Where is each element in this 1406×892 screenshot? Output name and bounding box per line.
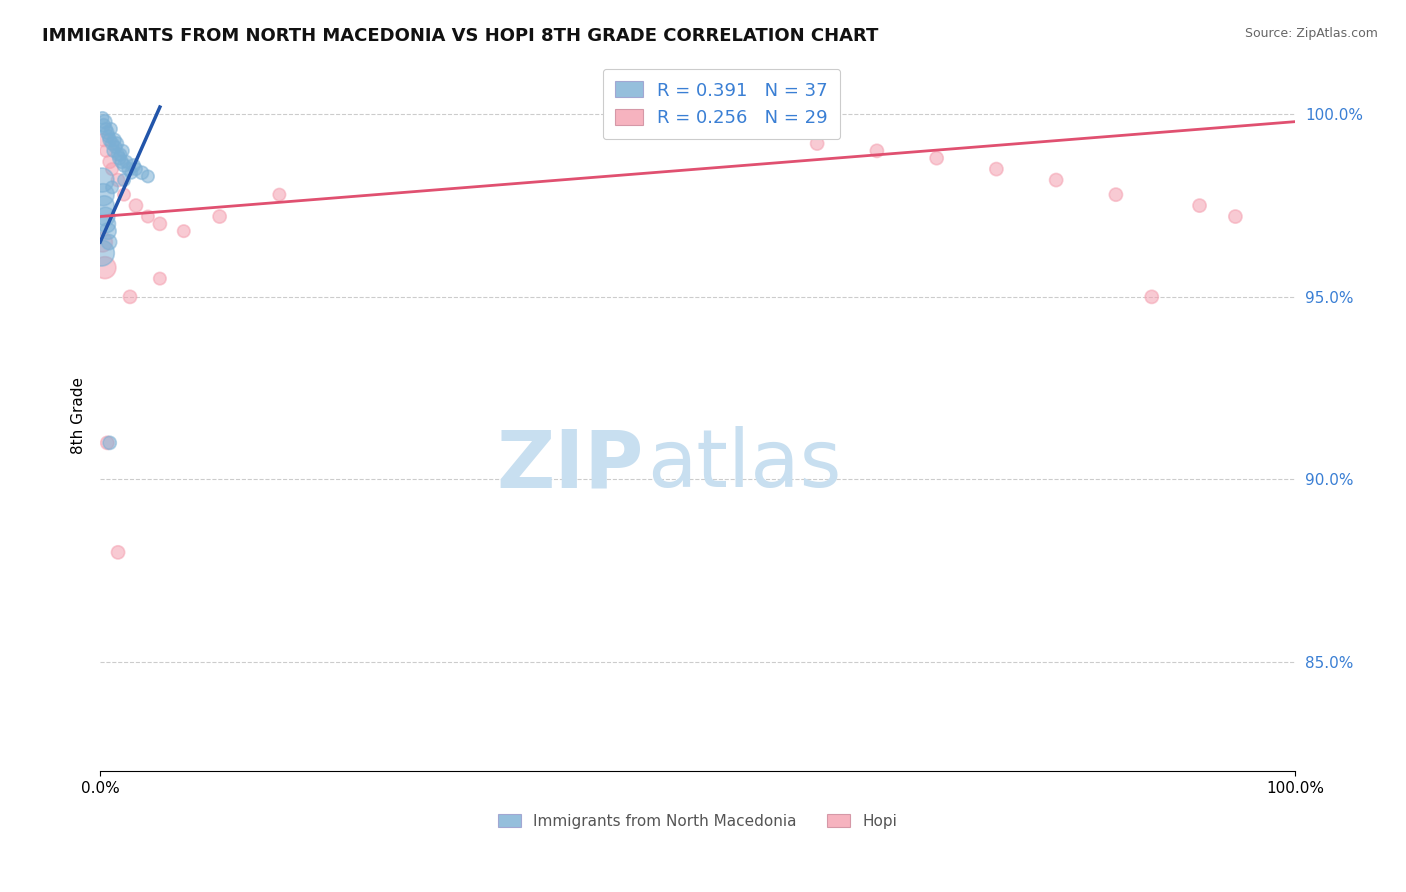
Point [101,180,124,194]
Point [90,246,112,260]
Point [136,169,159,184]
Point [125,198,148,212]
Point [1105,187,1128,202]
Point [101,136,124,151]
Point [94,122,117,136]
Point [149,271,172,285]
Point [107,545,129,559]
Point [98,435,121,450]
Y-axis label: 8th Grade: 8th Grade [72,377,86,454]
Point [104,140,127,154]
Point [131,166,153,180]
Point [866,144,889,158]
Text: IMMIGRANTS FROM NORTH MACEDONIA VS HOPI 8TH GRADE CORRELATION CHART: IMMIGRANTS FROM NORTH MACEDONIA VS HOPI … [42,27,879,45]
Point [1225,210,1247,224]
Point [98,154,121,169]
Point [98,235,121,249]
Point [97,224,120,238]
Point [94,210,117,224]
Point [747,126,769,140]
Point [107,173,129,187]
Point [93,118,115,132]
Point [925,151,948,165]
Point [122,158,145,172]
Point [91,235,114,249]
Point [112,158,135,172]
Point [115,154,138,169]
Text: atlas: atlas [647,426,842,504]
Point [101,162,124,177]
Point [91,187,114,202]
Point [100,122,122,136]
Point [1140,290,1163,304]
Point [686,114,709,128]
Point [806,136,828,151]
Point [269,187,291,202]
Text: ZIP: ZIP [496,426,644,504]
Text: Source: ZipAtlas.com: Source: ZipAtlas.com [1244,27,1378,40]
Point [93,133,115,147]
Point [208,210,231,224]
Point [111,154,134,169]
Point [103,144,125,158]
Point [98,133,121,147]
Point [103,133,125,147]
Point [118,162,141,177]
Point [93,198,115,212]
Point [96,217,118,231]
Point [96,126,118,140]
Point [110,147,132,161]
Point [108,151,131,165]
Point [986,162,1008,177]
Point [96,435,118,450]
Point [112,187,135,202]
Point [112,173,135,187]
Point [1188,198,1211,212]
Point [149,217,172,231]
Point [97,129,120,144]
Point [120,166,142,180]
Point [1045,173,1067,187]
Point [94,114,117,128]
Point [125,162,148,177]
Legend: Immigrants from North Macedonia, Hopi: Immigrants from North Macedonia, Hopi [492,807,904,835]
Point [118,290,141,304]
Point [111,144,134,158]
Point [91,111,114,125]
Point [107,147,129,161]
Point [105,136,128,151]
Point [94,260,117,275]
Point [173,224,195,238]
Point [94,144,117,158]
Point [136,210,159,224]
Point [90,173,112,187]
